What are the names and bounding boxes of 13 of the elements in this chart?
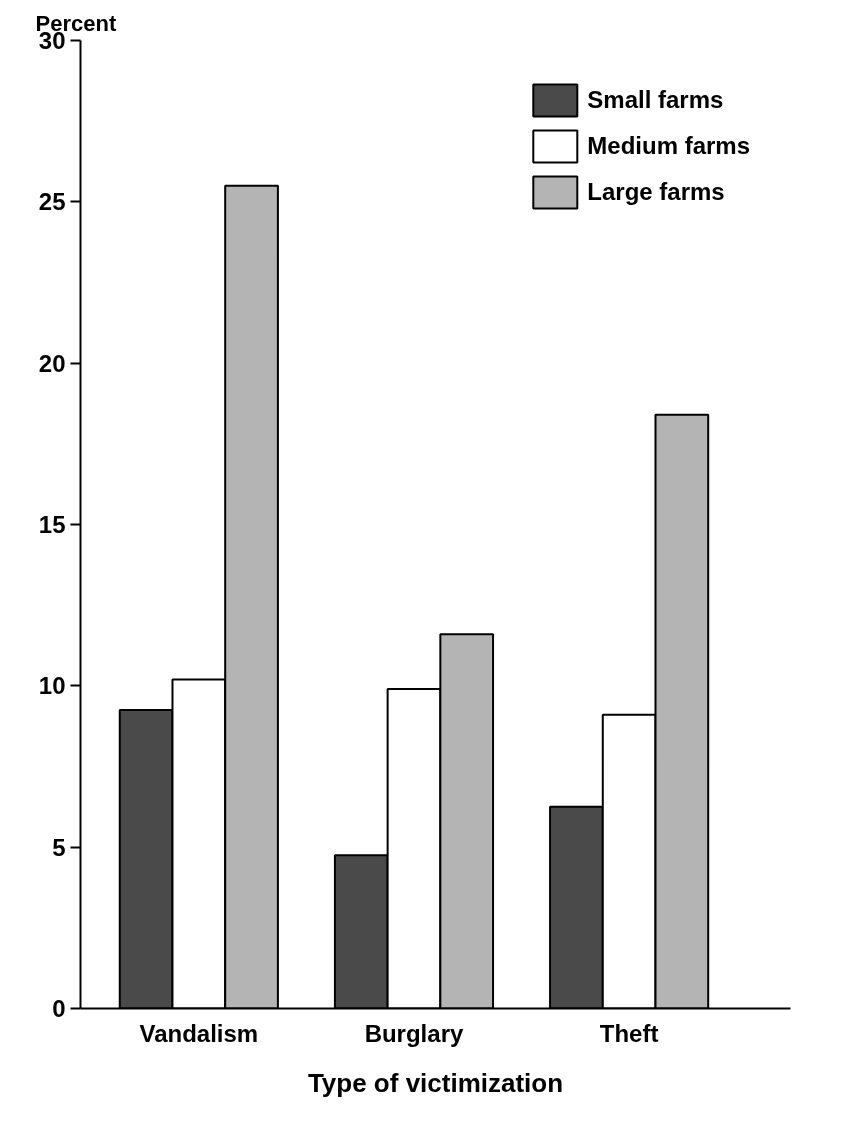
x-tick-label: Vandalism xyxy=(139,1019,259,1047)
legend-label: Small farms xyxy=(587,86,724,114)
legend-label: Medium farms xyxy=(587,132,750,160)
y-tick-label: 15 xyxy=(38,511,66,538)
x-tick-label: Burglary xyxy=(364,1019,464,1047)
y-tick-label: 25 xyxy=(38,188,66,216)
legend-label: Large farms xyxy=(587,178,725,206)
y-tick-label: 10 xyxy=(38,672,66,700)
x-tick-label: Theft xyxy=(599,1019,659,1047)
y-tick-label: 20 xyxy=(38,349,66,377)
x-axis-title: Type of victimization xyxy=(307,1067,564,1098)
y-tick-label: 5 xyxy=(52,833,66,861)
y-tick-label: 0 xyxy=(52,995,66,1022)
